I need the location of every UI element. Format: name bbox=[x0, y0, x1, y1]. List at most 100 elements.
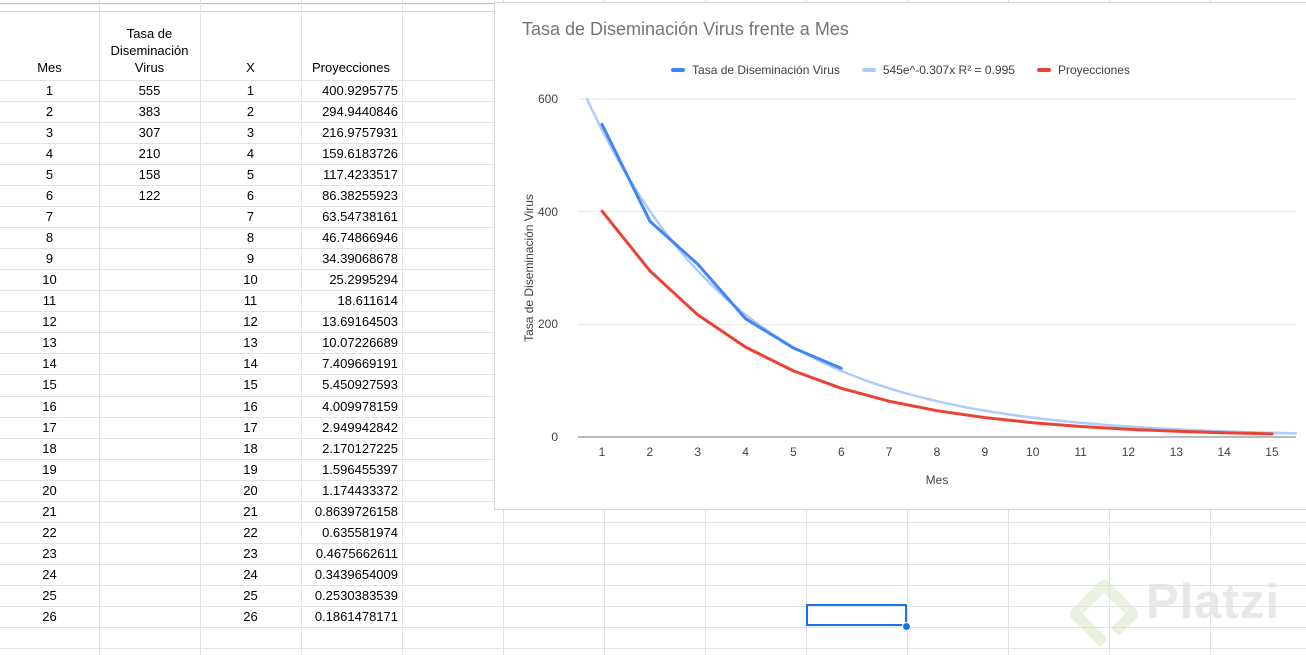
cell[interactable]: 0.8639726158 bbox=[314, 503, 398, 519]
gridline bbox=[0, 521, 1306, 523]
cell[interactable]: 0.1861478171 bbox=[314, 608, 398, 624]
selected-cell[interactable] bbox=[806, 604, 907, 626]
legend-marker-proyecciones bbox=[1036, 68, 1051, 72]
cell[interactable]: 11 bbox=[243, 293, 258, 309]
cell[interactable]: 34.39068678 bbox=[322, 251, 398, 267]
cell[interactable]: 15 bbox=[243, 377, 258, 393]
cell[interactable]: 25.2995294 bbox=[329, 272, 398, 288]
cell[interactable]: 383 bbox=[138, 104, 161, 119]
cell[interactable]: 24 bbox=[243, 566, 258, 582]
x-tick-label: 9 bbox=[981, 445, 989, 459]
cell[interactable]: 25 bbox=[243, 587, 258, 603]
column-header-x: X bbox=[246, 60, 255, 75]
cell[interactable]: 10 bbox=[243, 272, 258, 288]
cell[interactable]: 1 bbox=[45, 83, 54, 98]
cell[interactable]: 3 bbox=[45, 125, 54, 141]
cell[interactable]: 2 bbox=[246, 104, 255, 119]
cell[interactable]: 400.9295775 bbox=[322, 83, 398, 98]
cell[interactable]: 14 bbox=[42, 356, 57, 372]
cell[interactable]: 8 bbox=[246, 230, 255, 246]
cell[interactable]: 26 bbox=[243, 608, 258, 624]
cell[interactable]: 16 bbox=[243, 398, 258, 414]
cell[interactable]: 13 bbox=[42, 335, 57, 351]
cell[interactable]: 4.009978159 bbox=[322, 398, 398, 414]
cell[interactable]: 12 bbox=[42, 314, 57, 330]
cell[interactable]: 117.4233517 bbox=[323, 167, 398, 183]
cell[interactable]: 86.38255923 bbox=[322, 188, 398, 204]
cell[interactable]: 5 bbox=[45, 167, 54, 183]
cell[interactable]: 5 bbox=[246, 167, 255, 183]
cell[interactable]: 22 bbox=[42, 524, 57, 540]
cell[interactable]: 2 bbox=[45, 104, 54, 119]
cell[interactable]: 8 bbox=[45, 230, 54, 246]
cell[interactable]: 1.596455397 bbox=[322, 461, 398, 477]
cell[interactable]: 24 bbox=[42, 566, 57, 582]
cell[interactable]: 1.174433372 bbox=[322, 482, 398, 498]
chart-title: Tasa de Diseminación Virus frente a Mes bbox=[522, 19, 849, 39]
cell[interactable]: 20 bbox=[42, 482, 57, 498]
cell[interactable]: 12 bbox=[243, 314, 258, 330]
cell[interactable]: 18.611614 bbox=[337, 293, 399, 309]
gridline bbox=[0, 563, 1306, 565]
fill-handle[interactable] bbox=[902, 622, 911, 631]
cell[interactable]: 0.635581974 bbox=[322, 524, 398, 540]
cell[interactable]: 15 bbox=[42, 377, 57, 393]
cell[interactable]: 20 bbox=[243, 482, 258, 498]
cell[interactable]: 7.409669191 bbox=[322, 356, 398, 372]
cell[interactable]: 2.949942842 bbox=[322, 419, 398, 435]
y-tick-label: 0 bbox=[551, 430, 558, 444]
cell[interactable]: 18 bbox=[42, 440, 57, 456]
cell[interactable]: 2.170127225 bbox=[322, 440, 398, 456]
x-tick-label: 11 bbox=[1074, 445, 1087, 459]
cell[interactable]: 210 bbox=[138, 146, 161, 162]
cell[interactable]: 0.3439654009 bbox=[314, 566, 398, 582]
cell[interactable]: 0.4675662611 bbox=[315, 545, 398, 561]
legend-label-trendline: 545e^-0.307x R² = 0.995 bbox=[882, 63, 1015, 77]
cell[interactable]: 21 bbox=[243, 503, 258, 519]
cell[interactable]: 158 bbox=[138, 167, 161, 183]
gridline bbox=[200, 0, 201, 655]
cell[interactable]: 9 bbox=[45, 251, 54, 267]
cell[interactable]: 25 bbox=[42, 587, 57, 603]
cell[interactable]: 0.2530383539 bbox=[314, 587, 398, 603]
cell[interactable]: 6 bbox=[246, 188, 255, 204]
cell[interactable]: 46.74866946 bbox=[322, 230, 398, 246]
cell[interactable]: 14 bbox=[243, 356, 258, 372]
cell[interactable]: 5.450927593 bbox=[322, 377, 398, 393]
platzi-watermark-text: Platzi bbox=[1146, 575, 1280, 629]
cell[interactable]: 63.54738161 bbox=[322, 209, 398, 225]
cell[interactable]: 9 bbox=[246, 251, 255, 267]
cell[interactable]: 13.69164503 bbox=[322, 314, 398, 330]
cell[interactable]: 216.9757931 bbox=[322, 125, 398, 141]
cell[interactable]: 11 bbox=[42, 293, 57, 309]
cell[interactable]: 17 bbox=[243, 419, 258, 435]
cell[interactable]: 7 bbox=[45, 209, 54, 225]
cell[interactable]: 294.9440846 bbox=[322, 104, 398, 119]
cell[interactable]: 26 bbox=[42, 608, 57, 624]
cell[interactable]: 4 bbox=[246, 146, 255, 162]
cell[interactable]: 10 bbox=[42, 272, 57, 288]
cell[interactable]: 19 bbox=[243, 461, 258, 477]
cell[interactable]: 4 bbox=[45, 146, 54, 162]
cell[interactable]: 3 bbox=[246, 125, 255, 141]
cell[interactable]: 307 bbox=[138, 125, 161, 141]
cell[interactable]: 1 bbox=[246, 83, 255, 98]
chart-card[interactable]: Tasa de Diseminación Virus frente a Mes … bbox=[494, 2, 1306, 510]
cell[interactable]: 122 bbox=[138, 188, 161, 204]
x-tick-label: 3 bbox=[694, 445, 702, 459]
cell[interactable]: 13 bbox=[243, 335, 258, 351]
cell[interactable]: 10.07226689 bbox=[322, 335, 398, 351]
cell[interactable]: 555 bbox=[138, 83, 161, 98]
cell[interactable]: 23 bbox=[42, 545, 57, 561]
cell[interactable]: 23 bbox=[243, 545, 258, 561]
cell[interactable]: 21 bbox=[42, 503, 57, 519]
cell[interactable]: 22 bbox=[243, 524, 258, 540]
cell[interactable]: 18 bbox=[243, 440, 258, 456]
cell[interactable]: 159.6183726 bbox=[322, 146, 398, 162]
cell[interactable]: 6 bbox=[45, 188, 54, 204]
cell[interactable]: 16 bbox=[42, 398, 57, 414]
cell[interactable]: 17 bbox=[42, 419, 57, 435]
cell[interactable]: 19 bbox=[42, 461, 57, 477]
cell[interactable]: 7 bbox=[246, 209, 255, 225]
